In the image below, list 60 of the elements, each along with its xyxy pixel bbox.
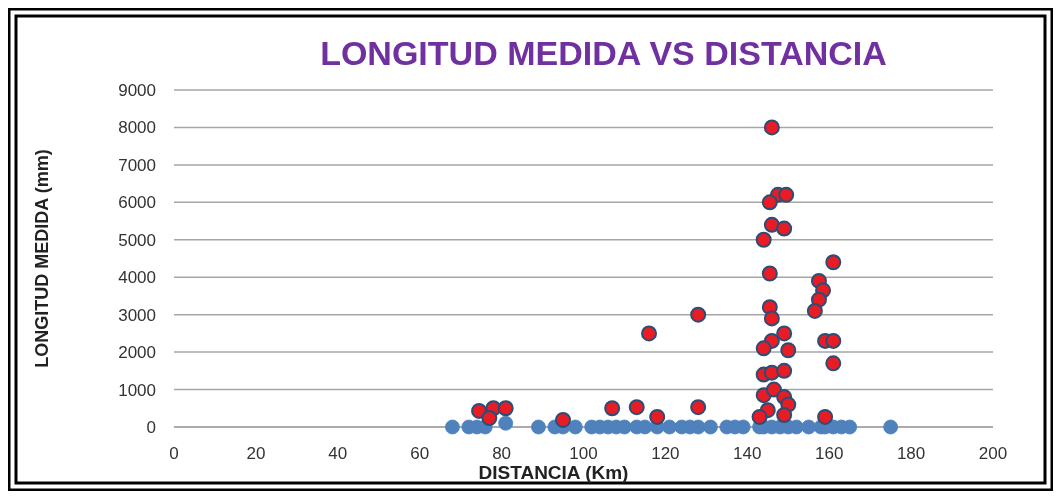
point <box>755 231 772 248</box>
point <box>531 419 546 435</box>
x-tick-label: 160 <box>815 444 844 463</box>
point <box>776 220 793 237</box>
x-tick-label: 120 <box>651 444 680 463</box>
point <box>445 419 460 435</box>
point <box>776 325 793 342</box>
y-tick-label: 8000 <box>118 118 156 138</box>
x-tick-label: 0 <box>169 444 179 463</box>
point <box>780 342 797 359</box>
x-tick-label: 100 <box>569 444 598 463</box>
point <box>498 415 514 431</box>
point <box>604 400 621 417</box>
point <box>649 408 666 425</box>
y-tick-label: 3000 <box>118 305 156 325</box>
point <box>801 419 817 435</box>
point <box>641 325 658 342</box>
point <box>761 265 778 282</box>
point <box>761 194 778 211</box>
point <box>825 332 842 349</box>
x-tick-label: 80 <box>492 444 512 463</box>
point <box>690 306 707 323</box>
y-tick-label: 5000 <box>118 230 156 250</box>
point <box>763 216 780 233</box>
y-tick-label: 0 <box>146 417 156 437</box>
point <box>763 119 780 136</box>
point <box>776 362 793 379</box>
x-tick-label: 140 <box>733 444 762 463</box>
point <box>690 399 707 416</box>
point <box>703 419 718 435</box>
y-tick-label: 1000 <box>118 380 156 400</box>
point <box>806 302 823 319</box>
point <box>567 419 583 435</box>
point <box>765 381 782 398</box>
x-tick-label: 200 <box>978 444 1008 463</box>
x-tick-label: 60 <box>410 444 430 463</box>
y-tick-label: 4000 <box>118 268 156 288</box>
point <box>497 400 514 417</box>
point <box>751 408 768 425</box>
point <box>555 411 572 428</box>
x-tick-label: 40 <box>328 444 348 463</box>
y-tick-label: 6000 <box>118 193 156 213</box>
point <box>755 340 772 357</box>
point <box>481 410 498 427</box>
x-tick-label: 180 <box>896 444 926 463</box>
point <box>778 186 795 203</box>
y-tick-label: 9000 <box>118 80 156 100</box>
y-tick-label: 7000 <box>118 155 156 175</box>
point <box>628 399 645 416</box>
y-axis-title: LONGITUD MEDIDA (mm) <box>32 149 52 368</box>
point <box>817 408 834 425</box>
point <box>776 407 793 424</box>
point <box>825 355 842 372</box>
point <box>763 310 780 327</box>
y-tick-label: 2000 <box>118 343 156 363</box>
point <box>883 419 899 435</box>
point <box>825 254 842 271</box>
x-axis-title: DISTANCIA (Km) <box>478 462 629 483</box>
chart-title: LONGITUD MEDIDA VS DISTANCIA <box>320 34 887 72</box>
x-tick-label: 20 <box>246 444 266 463</box>
